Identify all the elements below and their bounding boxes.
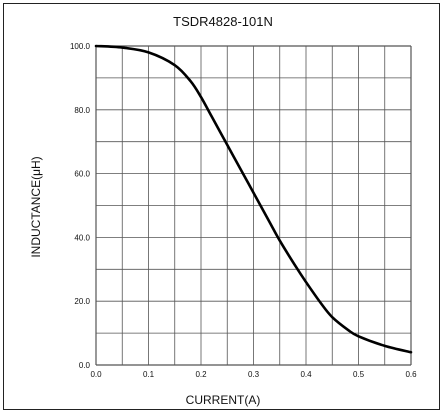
x-tick-label: 0.3 (248, 370, 260, 379)
y-tick-label: 0.0 (79, 361, 91, 370)
y-tick-label: 80.0 (74, 106, 90, 115)
grid (95, 45, 412, 366)
x-tick-label: 0.6 (405, 370, 417, 379)
y-tick-label: 40.0 (74, 233, 90, 242)
y-tick-label: 20.0 (74, 297, 90, 306)
x-tick-label: 0.2 (195, 370, 207, 379)
y-ticks: 0.0 20.0 40.0 60.0 80.0 100.0 (70, 42, 91, 370)
y-tick-label: 60.0 (74, 170, 90, 179)
x-tick-label: 0.5 (353, 370, 365, 379)
series-line (94, 44, 413, 354)
x-ticks: 0.0 0.1 0.2 0.3 0.4 0.5 0.6 (90, 370, 417, 379)
chart-frame (3, 3, 440, 410)
x-tick-label: 0.1 (143, 370, 155, 379)
x-axis-label: CURRENT(A) (185, 393, 261, 407)
series-group (94, 44, 413, 354)
y-tick-label: 100.0 (70, 42, 91, 51)
x-tick-label: 0.0 (90, 370, 102, 379)
x-tick-label: 0.4 (300, 370, 312, 379)
chart-title: TSDR4828-101N (173, 14, 273, 29)
